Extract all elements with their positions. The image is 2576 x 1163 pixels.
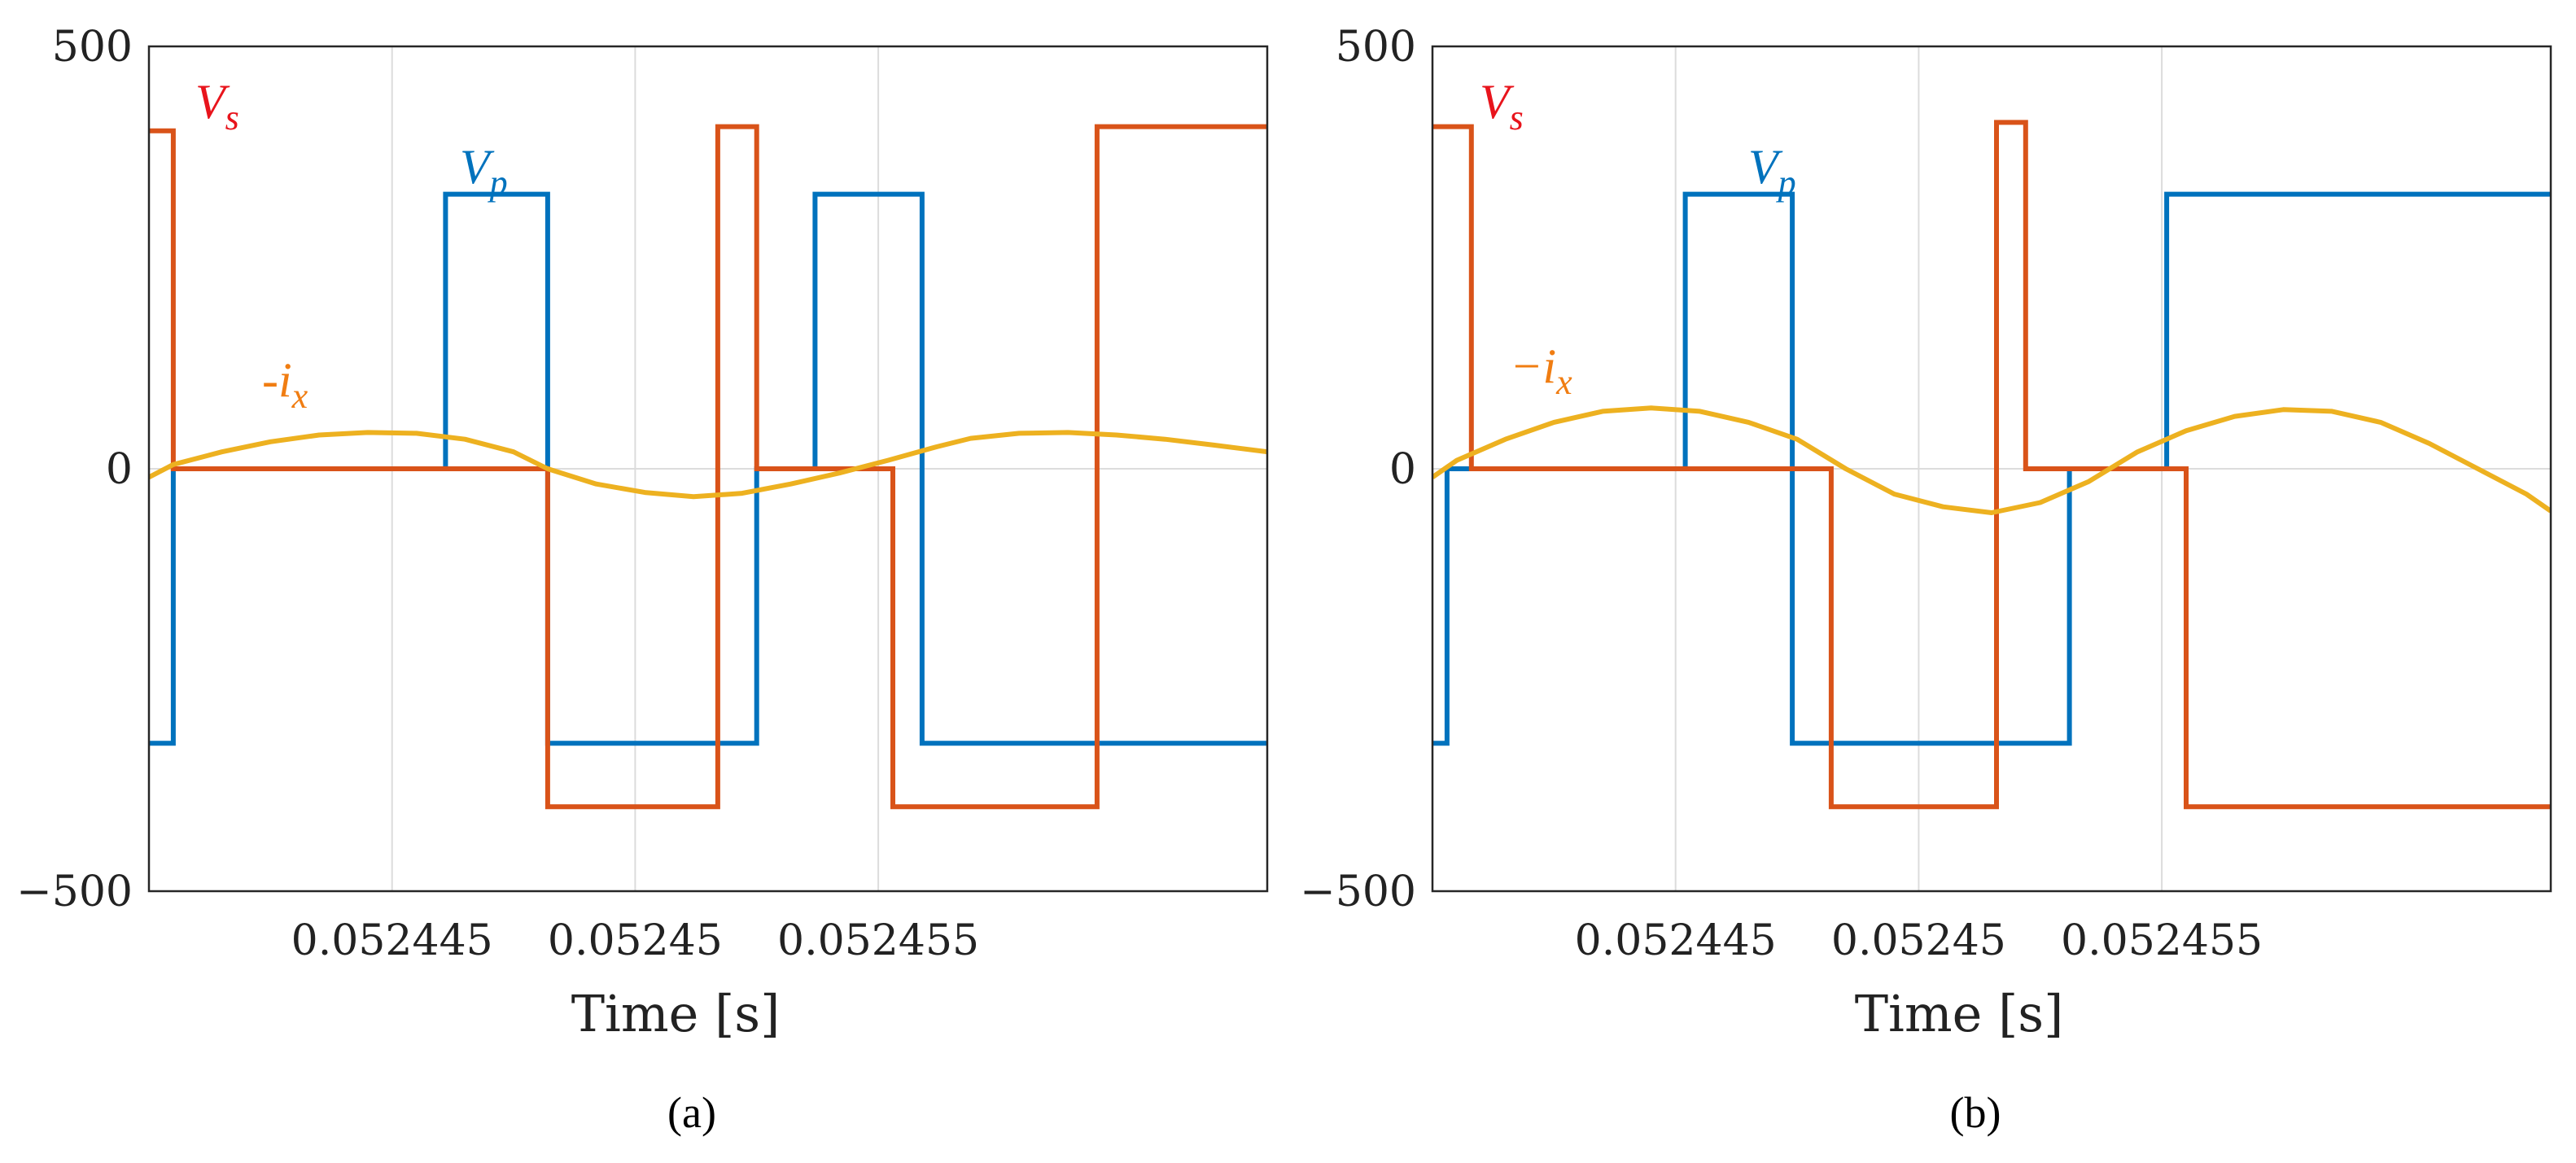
- series-line-vs: [1432, 120, 2551, 810]
- x-tick-label: 0.052455: [777, 916, 979, 965]
- series-line-vs: [149, 124, 1267, 810]
- x-tick-label: 0.052445: [291, 916, 493, 965]
- chart-panel-a: −500 0 500 0.052445 0.05245 0.052455 Time [s] V…: [16, 23, 1269, 1137]
- plot-frame: [1431, 45, 2552, 893]
- y-tick-label: 500: [1336, 23, 1416, 72]
- x-tick-label: 0.05245: [1831, 916, 2006, 965]
- x-tick-label: 0.05245: [548, 916, 723, 965]
- series-label-vs: Vs: [1480, 75, 1524, 138]
- y-tick-label: 0: [1389, 445, 1416, 494]
- plot-frame: [147, 45, 1269, 893]
- series-label-vp: Vp: [1748, 140, 1796, 203]
- y-tick-label: −500: [16, 868, 133, 916]
- series-label-ix: -ix: [262, 353, 308, 416]
- x-axis-label: Time [s]: [1855, 984, 2064, 1043]
- x-tick-label: 0.052455: [2061, 916, 2263, 965]
- x-axis-label: Time [s]: [571, 984, 781, 1043]
- x-tick-label: 0.052445: [1575, 916, 1777, 965]
- series-line-ix: [149, 430, 1267, 500]
- series-line-ix: [1432, 405, 2551, 515]
- series-label-vs: Vs: [195, 75, 239, 138]
- y-tick-label: −500: [1300, 868, 1416, 916]
- y-tick-label: 0: [106, 445, 133, 494]
- y-tick-label: 500: [52, 23, 133, 72]
- series-label-ix: −ix: [1510, 339, 1572, 402]
- series-label-vp: Vp: [460, 140, 508, 203]
- panel-caption: (b): [1950, 1088, 2001, 1137]
- panel-caption: (a): [667, 1088, 716, 1137]
- chart-panel-b: −500 0 500 0.052445 0.05245 0.052455 Time [s] V…: [1300, 23, 2552, 1137]
